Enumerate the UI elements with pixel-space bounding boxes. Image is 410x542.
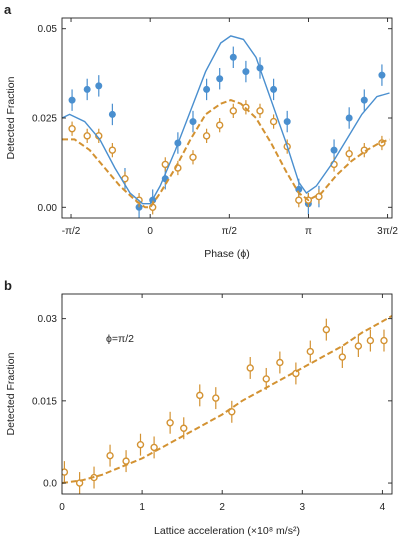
series-0-point	[338, 353, 347, 361]
series-0-point	[122, 457, 130, 465]
series-0-point	[262, 375, 270, 383]
x-axis-label: Lattice acceleration (×10⁸ m/s²)	[154, 525, 300, 537]
series-0-point	[276, 358, 284, 367]
y-axis-label: Detected Fraction	[5, 76, 17, 159]
series-1-point	[256, 107, 264, 115]
panel-letter: b	[4, 278, 12, 293]
series-0-point	[345, 114, 353, 122]
series-1-point	[215, 121, 224, 129]
plot-frame	[61, 17, 393, 219]
plot-area	[62, 315, 392, 494]
series-0-point	[360, 96, 368, 104]
y-tick-label: 0.00	[38, 203, 58, 214]
series-1-point	[202, 132, 211, 140]
x-tick-label: 2	[219, 502, 225, 513]
x-tick-label: 3	[300, 502, 306, 513]
y-tick-label: 0.025	[32, 114, 57, 125]
x-tick-label: 0	[59, 502, 65, 513]
plot-area	[62, 35, 390, 218]
series-1-point	[68, 125, 76, 133]
series-0-point	[354, 342, 363, 350]
series-1-point	[229, 107, 237, 115]
series-0-point	[216, 75, 224, 83]
plot-frame	[61, 293, 393, 495]
series-1-point	[108, 146, 117, 154]
x-tick-label: π	[305, 226, 312, 237]
series-0-point	[62, 468, 69, 476]
series-1-point	[161, 160, 169, 169]
x-axis-label: Phase (ϕ)	[204, 248, 250, 260]
series-0-point	[283, 118, 291, 126]
series-0-point	[228, 408, 236, 416]
series-0-point	[95, 82, 103, 90]
series-3-line	[62, 99, 390, 209]
x-tick-label: -π/2	[62, 226, 81, 237]
x-tick-label: π/2	[222, 226, 238, 237]
series-0-point	[378, 71, 386, 79]
series-0-point	[106, 451, 114, 460]
panel-letter: a	[4, 2, 12, 17]
series-1-line	[62, 315, 392, 484]
y-tick-label: 0.015	[32, 396, 57, 407]
series-0-point	[150, 443, 158, 452]
chart-panel-a: a -π/2 0 π/2 π 3π/2 0.00 0.025 0.05 Phase (ϕ) Dete…	[4, 2, 398, 260]
series-0-point	[203, 85, 211, 93]
series-0-point	[83, 85, 91, 93]
series-0-point	[229, 53, 237, 61]
series-0-point	[246, 364, 254, 372]
series-0-point	[242, 68, 250, 76]
series-0-point	[306, 347, 315, 356]
series-0-point	[180, 424, 188, 432]
y-tick-label: 0.05	[38, 24, 58, 35]
series-1-point	[295, 196, 303, 204]
series-0-point	[108, 110, 116, 118]
series-0-point	[196, 391, 204, 400]
series-1-point	[269, 117, 278, 126]
series-0-point	[166, 419, 174, 427]
series-2-line	[62, 35, 390, 205]
series-0-point	[330, 146, 338, 154]
x-tick-label: 1	[139, 502, 145, 513]
series-1-point	[345, 150, 353, 158]
annotation-label: ϕ=π/2	[106, 333, 134, 345]
series-0-point	[189, 118, 197, 126]
y-tick-label: 0.03	[38, 314, 58, 325]
series-0-point	[136, 440, 145, 449]
series-0-point	[322, 325, 331, 334]
y-axis-label: Detected Fraction	[5, 352, 17, 435]
series-1-point	[189, 153, 197, 161]
x-tick-label: 0	[147, 226, 153, 237]
series-0-point	[270, 85, 278, 93]
x-tick-label: 3π/2	[377, 226, 398, 237]
series-0-point	[68, 96, 76, 104]
x-tick-label: 4	[380, 502, 386, 513]
series-0-point	[366, 336, 375, 345]
chart-panel-b: b 0 1 2 3 4 0.0 0.015 0.03 Lattice acceleration (…	[4, 278, 393, 537]
series-0-point	[75, 479, 84, 487]
y-tick-label: 0.0	[43, 479, 57, 490]
series-0-point	[380, 336, 388, 345]
series-0-point	[212, 394, 220, 402]
series-1-point	[83, 132, 91, 140]
